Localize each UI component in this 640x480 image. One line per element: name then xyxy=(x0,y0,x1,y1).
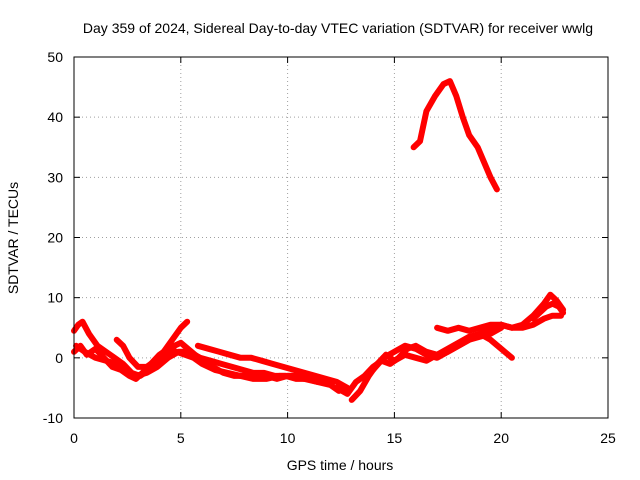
y-tick-label: 20 xyxy=(47,230,63,246)
x-axis-tick-labels: 0 5 10 15 20 25 xyxy=(70,430,616,446)
satellite-track-4 xyxy=(113,318,191,370)
x-tick-label: 5 xyxy=(177,430,185,446)
satellite-track-11 xyxy=(410,78,500,193)
x-axis-label: GPS time / hours xyxy=(287,457,394,473)
data-series xyxy=(71,78,567,403)
satellite-track-5 xyxy=(194,342,351,391)
x-tick-label: 10 xyxy=(280,430,296,446)
satellite-track-8 xyxy=(370,312,564,373)
axis-ticks xyxy=(73,56,609,419)
y-tick-label: 10 xyxy=(47,290,63,306)
y-axis-label: SDTVAR / TECUs xyxy=(5,182,21,294)
x-tick-label: 20 xyxy=(493,430,509,446)
x-tick-label: 15 xyxy=(387,430,403,446)
chart-title: Day 359 of 2024, Sidereal Day-to-day VTE… xyxy=(83,20,593,36)
y-tick-label: 50 xyxy=(47,49,63,65)
satellite-track-3 xyxy=(73,342,332,385)
y-tick-label: -10 xyxy=(43,410,63,426)
y-axis-tick-labels: -10 0 10 20 30 40 50 xyxy=(43,49,63,426)
x-tick-label: 25 xyxy=(600,430,616,446)
satellite-track-10 xyxy=(530,300,567,322)
y-tick-label: 30 xyxy=(47,169,63,185)
satellite-track-9 xyxy=(434,291,567,334)
y-tick-label: 40 xyxy=(47,109,63,125)
y-tick-label: 0 xyxy=(55,350,63,366)
x-tick-label: 0 xyxy=(70,430,78,446)
